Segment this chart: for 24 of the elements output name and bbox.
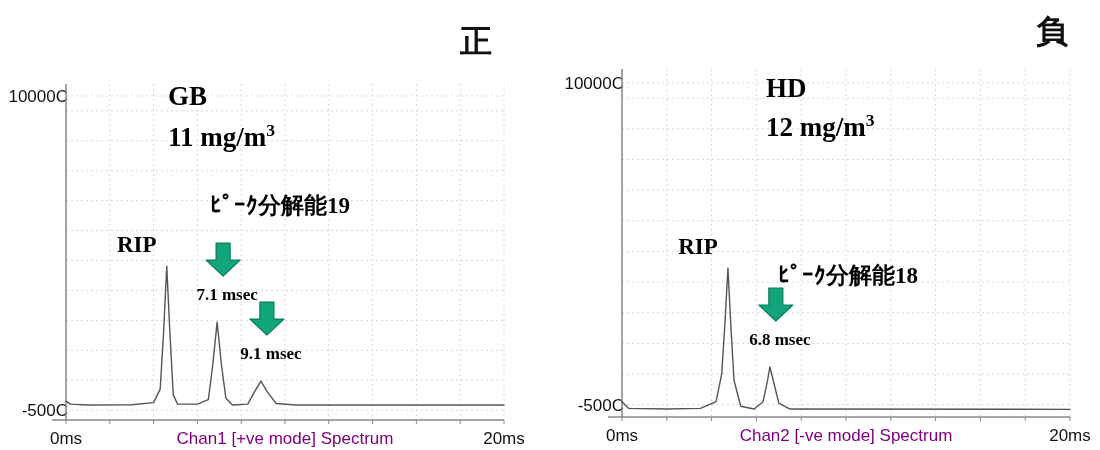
y-tick-label: 10000C	[564, 73, 624, 93]
annotation: RIP	[116, 232, 157, 258]
chart-title: 負	[1036, 12, 1069, 50]
annotation: RIP	[678, 233, 718, 259]
x-tick-label: 0ms	[605, 426, 639, 445]
x-axis-title: Chan1 [+ve mode] Spectrum	[176, 429, 394, 448]
annotation: 7.1 msec	[196, 285, 259, 305]
x-tick-label: 0ms	[49, 429, 83, 448]
x-tick-label: 20ms	[483, 429, 525, 448]
chart-title: 正	[459, 22, 492, 60]
y-tick-label: -500C	[21, 401, 68, 421]
annotation: 9.1 msec	[240, 344, 303, 364]
annotation: 11 mg/m$^{3}$	[168, 120, 276, 152]
annotation: ﾋﾟｰｸ分解能19	[210, 193, 350, 218]
y-tick-label: 10000C	[8, 86, 68, 106]
annotation: GB	[168, 81, 208, 111]
x-tick-label: 20ms	[1049, 426, 1091, 445]
x-axis-title: Chan2 [-ve mode] Spectrum	[739, 426, 953, 445]
y-tick-label: -500C	[577, 395, 624, 415]
annotation: 6.8 msec	[749, 330, 811, 350]
annotation: HD	[766, 73, 807, 103]
line-series	[65, 265, 505, 406]
annotation: 12 mg/m$^{3}$	[766, 110, 875, 142]
annotation: ﾋﾟｰｸ分解能18	[778, 263, 918, 288]
